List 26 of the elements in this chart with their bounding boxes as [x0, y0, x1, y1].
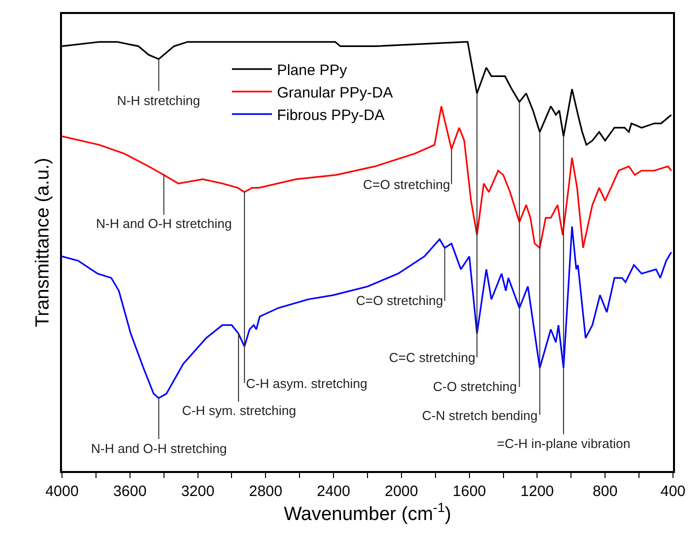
- x-tick-label: 400: [660, 482, 686, 500]
- x-tick-label: 2400: [316, 482, 350, 500]
- legend-label: Granular PPy-DA: [276, 84, 393, 102]
- x-tick-label: 4000: [45, 482, 79, 500]
- x-axis-title: Wavenumber (cm$^{-1}$): [284, 500, 452, 526]
- annotation: =C-H in-plane vibration: [497, 436, 630, 451]
- x-tick-label: 3600: [113, 482, 147, 500]
- annotation: C-O stretching: [433, 379, 517, 394]
- x-tick-label: 2000: [384, 482, 418, 500]
- legend-label: Plane PPy: [276, 62, 348, 79]
- x-tick-label: 3200: [181, 482, 214, 500]
- annotation: C-H sym. stretching: [182, 403, 296, 418]
- annotation: C=C stretching: [389, 350, 476, 365]
- annotation: C=O stretching: [363, 177, 450, 192]
- annotation: C-H asym. stretching: [246, 376, 368, 391]
- annotation: C=O stretching: [356, 293, 444, 308]
- annotation: N-H and O-H stretching: [91, 441, 227, 456]
- x-tick-label: 800: [592, 482, 618, 500]
- y-axis-title: Transmittance (a.u.): [32, 158, 54, 328]
- x-tick-label: 1600: [452, 482, 486, 500]
- annotation: N-H and O-H stretching: [96, 216, 232, 231]
- x-tick-label: 1200: [520, 482, 554, 500]
- annotation: N-H stretching: [117, 93, 200, 108]
- legend-label: Fibrous PPy-DA: [276, 106, 384, 124]
- annotation: C-N stretch bending: [422, 408, 538, 423]
- x-tick-label: 2800: [248, 482, 282, 500]
